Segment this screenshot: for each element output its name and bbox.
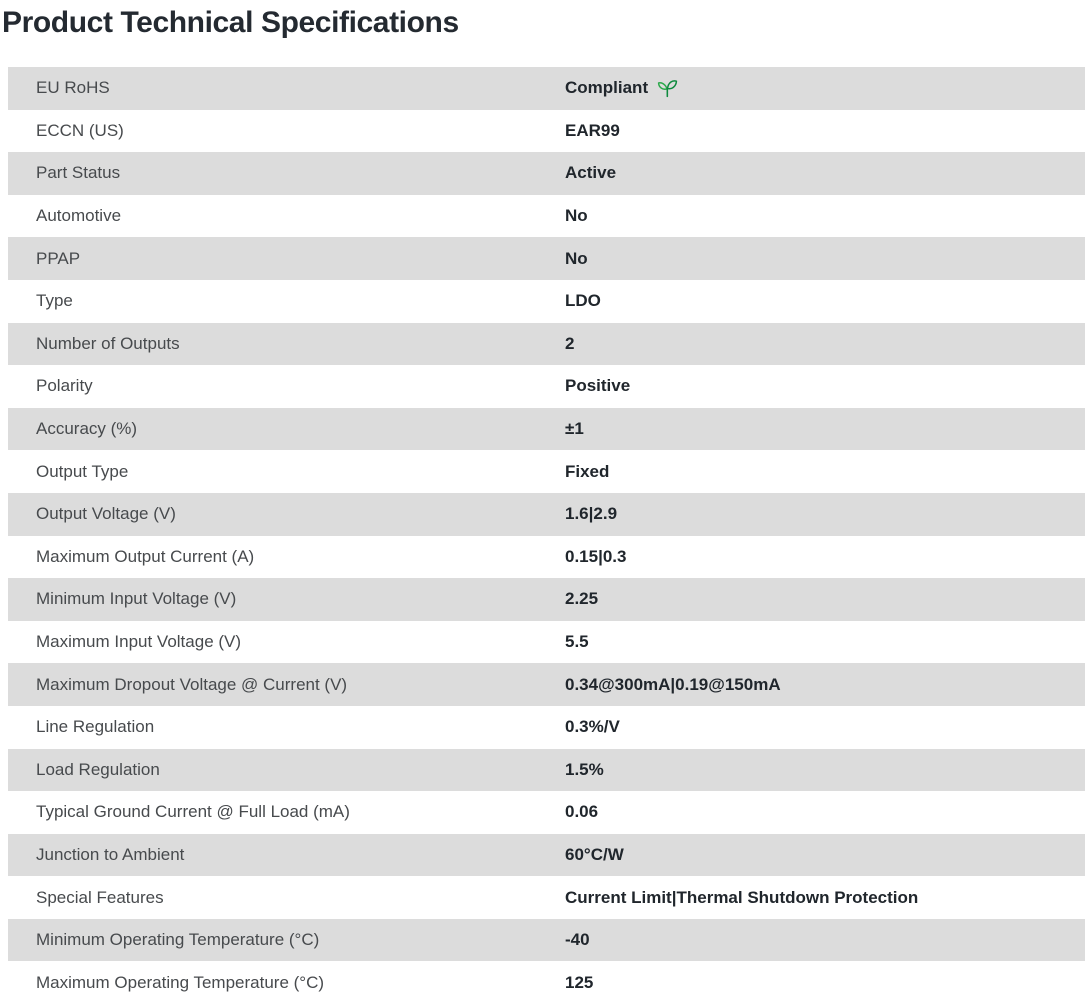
spec-value-text: -40	[565, 930, 590, 950]
spec-label: Accuracy (%)	[36, 419, 138, 439]
table-row: Automotive No	[8, 194, 1085, 238]
spec-label: Minimum Operating Temperature (°C)	[36, 930, 320, 950]
spec-label: Line Regulation	[36, 717, 155, 737]
table-row: Accuracy (%) ±1	[8, 407, 1085, 451]
spec-value-text: No	[565, 248, 588, 268]
table-row: ECCN (US) EAR99	[8, 109, 1085, 153]
spec-value-text: 1.6|2.9	[565, 504, 618, 524]
spec-value-text: Active	[565, 163, 617, 183]
table-row: Junction to Ambient 60°C/W	[8, 833, 1085, 877]
spec-value-text: 0.34@300mA|0.19@150mA	[565, 674, 781, 694]
spec-value: Positive	[565, 365, 630, 408]
table-row: Maximum Input Voltage (V) 5.5	[8, 620, 1085, 664]
spec-value-text: Compliant	[565, 78, 649, 98]
spec-value-text: LDO	[565, 291, 601, 311]
spec-value: Fixed	[565, 450, 609, 493]
spec-value: 1.6|2.9	[565, 493, 617, 536]
spec-label: Load Regulation	[36, 759, 160, 779]
spec-label: Maximum Output Current (A)	[36, 546, 255, 566]
spec-value: No	[565, 195, 588, 238]
table-row: EU RoHS Compliant	[8, 67, 1085, 110]
spec-label: PPAP	[36, 248, 81, 268]
spec-value: 2	[565, 323, 574, 366]
spec-value: Current Limit|Thermal Shutdown Protectio…	[565, 876, 918, 919]
page-title: Product Technical Specifications	[2, 6, 459, 39]
table-row: Maximum Output Current (A) 0.15|0.3	[8, 535, 1085, 579]
spec-value: -40	[565, 919, 590, 962]
spec-value-text: EAR99	[565, 120, 620, 140]
spec-label: Number of Outputs	[36, 333, 180, 353]
table-row: Special Features Current Limit|Thermal Sh…	[8, 876, 1085, 919]
spec-value: 125	[565, 961, 593, 1004]
spec-value: No	[565, 237, 588, 280]
spec-value-text: Positive	[565, 376, 631, 396]
spec-value: Active	[565, 152, 616, 195]
spec-value: 1.5%	[565, 749, 604, 792]
spec-value: ±1	[565, 408, 584, 451]
spec-value-text: Current Limit|Thermal Shutdown Protectio…	[565, 887, 919, 907]
spec-label: ECCN (US)	[36, 120, 124, 140]
table-row: Maximum Operating Temperature (°C) 125	[8, 961, 1085, 1004]
spec-label: Type	[36, 291, 73, 311]
table-row: Number of Outputs 2	[8, 322, 1085, 366]
table-row: Minimum Operating Temperature (°C) -40	[8, 918, 1085, 962]
spec-value: Compliant	[565, 67, 678, 110]
spec-value-text: 2	[565, 333, 575, 353]
spec-value-text: 1.5%	[565, 759, 604, 779]
table-row: Load Regulation 1.5%	[8, 748, 1085, 792]
spec-label: EU RoHS	[36, 78, 110, 98]
spec-value: 5.5	[565, 621, 589, 664]
spec-value: EAR99	[565, 110, 620, 153]
table-row: Polarity Positive	[8, 365, 1085, 408]
spec-label: Polarity	[36, 376, 93, 396]
spec-label: Maximum Operating Temperature (°C)	[36, 972, 325, 992]
spec-label: Output Type	[36, 461, 129, 481]
spec-label: Maximum Input Voltage (V)	[36, 632, 242, 652]
leaf-icon	[657, 78, 678, 98]
spec-value-text: 0.3%/V	[565, 717, 620, 737]
spec-label: Typical Ground Current @ Full Load (mA)	[36, 802, 350, 822]
spec-value: 2.25	[565, 578, 598, 621]
spec-value: LDO	[565, 280, 601, 323]
table-row: Output Type Fixed	[8, 450, 1085, 493]
spec-value: 0.34@300mA|0.19@150mA	[565, 663, 781, 706]
spec-value-text: 125	[565, 972, 594, 992]
spec-value: 60°C/W	[565, 834, 624, 877]
spec-value: 0.06	[565, 791, 598, 834]
spec-value-text: 5.5	[565, 632, 589, 652]
spec-label: Junction to Ambient	[36, 844, 185, 864]
table-row: Type LDO	[8, 279, 1085, 323]
spec-value-text: 2.25	[565, 589, 599, 609]
spec-label: Part Status	[36, 163, 121, 183]
spec-value-text: 0.15|0.3	[565, 546, 627, 566]
table-row: Part Status Active	[8, 152, 1085, 195]
spec-label: Minimum Input Voltage (V)	[36, 589, 237, 609]
table-row: Typical Ground Current @ Full Load (mA) 0…	[8, 791, 1085, 834]
spec-table: EU RoHS Compliant ECCN (US) EAR99 Part Statu…	[8, 67, 1085, 1004]
table-row: PPAP No	[8, 237, 1085, 280]
spec-value-text: No	[565, 206, 588, 226]
spec-value-text: 0.06	[565, 802, 599, 822]
spec-label: Output Voltage (V)	[36, 504, 176, 524]
spec-value-text: 60°C/W	[565, 844, 624, 864]
spec-value-text: Fixed	[565, 461, 610, 481]
spec-value-text: ±1	[565, 419, 584, 439]
table-row: Line Regulation 0.3%/V	[8, 705, 1085, 749]
spec-label: Automotive	[36, 206, 122, 226]
spec-label: Maximum Dropout Voltage @ Current (V)	[36, 674, 348, 694]
spec-label: Special Features	[36, 887, 164, 907]
table-row: Maximum Dropout Voltage @ Current (V) 0.3…	[8, 663, 1085, 706]
table-row: Output Voltage (V) 1.6|2.9	[8, 492, 1085, 536]
spec-value: 0.3%/V	[565, 706, 620, 749]
spec-value: 0.15|0.3	[565, 536, 626, 579]
table-row: Minimum Input Voltage (V) 2.25	[8, 578, 1085, 621]
